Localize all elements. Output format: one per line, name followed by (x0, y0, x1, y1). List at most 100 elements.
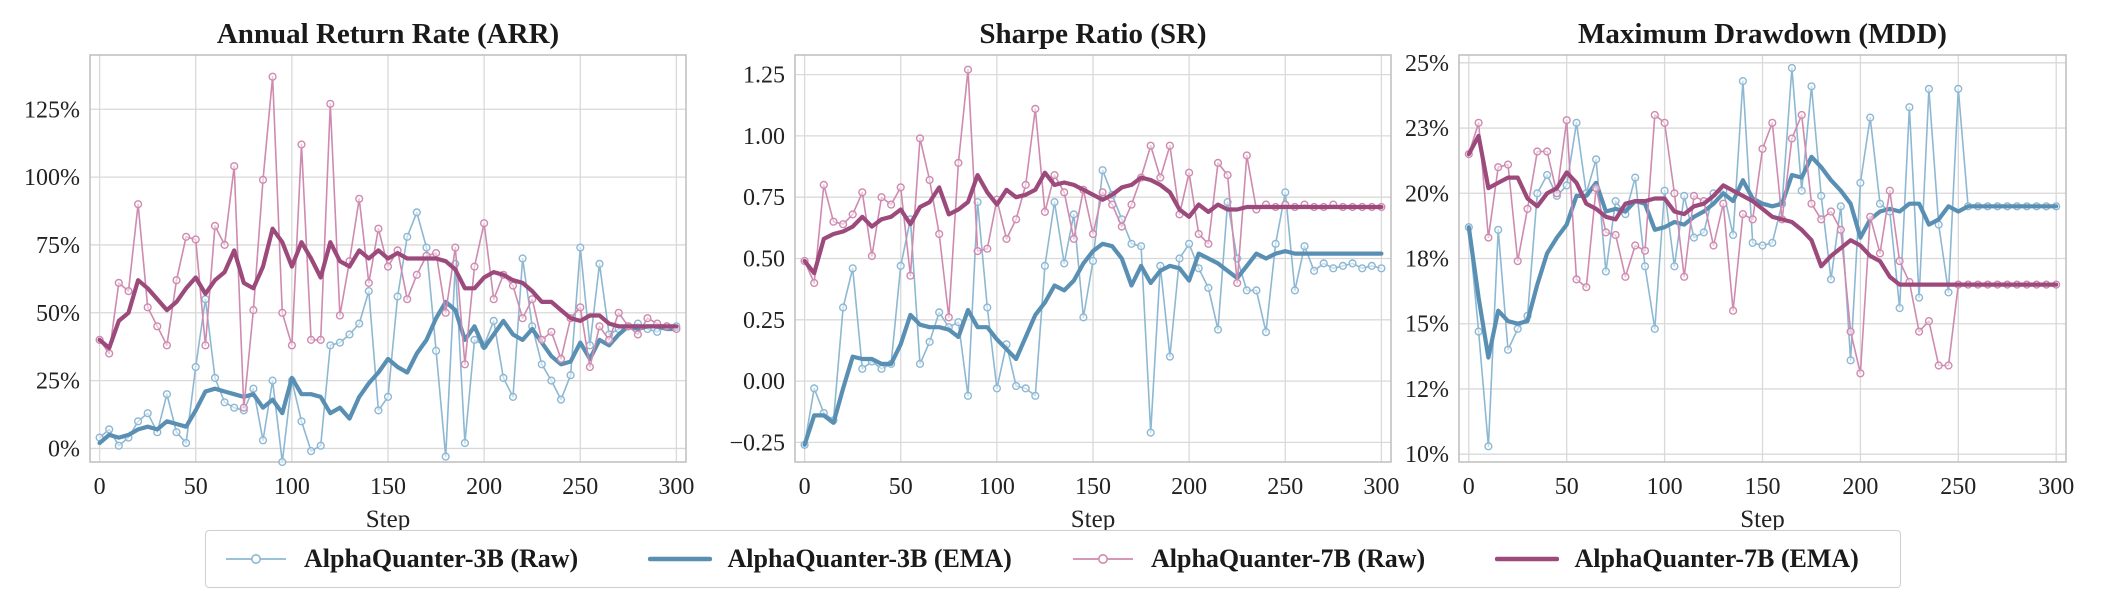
arr-point-raw7 (528, 295, 537, 304)
arr-point-raw3 (297, 417, 306, 426)
mdd-point-raw7 (1856, 369, 1865, 378)
mdd-point-raw7 (1670, 189, 1679, 198)
mdd-point-raw7 (1562, 116, 1571, 125)
arr-point-raw3 (355, 319, 364, 328)
sr-ytick-label: 0.75 (743, 185, 785, 211)
arr-point-raw3 (316, 441, 325, 450)
arr-point-raw3 (114, 441, 123, 450)
sr-xtick-label: 0 (799, 474, 811, 500)
mdd-point-raw7 (1611, 230, 1620, 240)
mdd-point-raw3 (1611, 197, 1620, 206)
sr-panel: 0 50 100 150 200 250 300 −0.25 0.00 0.25 0.50 0.75 1… (729, 18, 1399, 533)
mdd-point-raw3 (1601, 267, 1611, 276)
arr-point-raw7 (595, 322, 604, 331)
sr-point-raw3 (838, 303, 848, 312)
sr-point-raw7 (858, 188, 867, 197)
arr-point-raw3 (403, 232, 412, 241)
mdd-point-raw3 (1484, 442, 1493, 451)
mdd-point-raw3 (1689, 233, 1699, 242)
legend-swatch-3b-ema (647, 556, 712, 562)
mdd-xtick-label: 0 (1463, 474, 1475, 500)
arr-point-raw7 (460, 360, 470, 369)
arr-title: Annual Return Rate (ARR) (217, 18, 559, 50)
mdd-point-raw3 (1670, 262, 1679, 271)
mdd-point-raw7 (1875, 249, 1885, 258)
sr-point-raw3 (1271, 239, 1280, 248)
sr-point-raw7 (925, 175, 934, 185)
sr-ytick-label: 1.00 (743, 124, 785, 150)
arr-point-raw3 (134, 417, 143, 426)
arr-series-ema3 (97, 299, 679, 446)
sr-point-raw7 (1204, 239, 1213, 248)
sr-point-raw3 (1079, 313, 1088, 322)
arr-point-raw7 (316, 335, 325, 345)
arr-point-raw7 (412, 270, 421, 279)
arr-xtick-label: 100 (274, 474, 310, 500)
arr-series-ema7 (97, 226, 679, 351)
arr-point-raw7 (287, 341, 297, 350)
mdd-point-raw3 (1680, 191, 1689, 201)
arr-point-raw7 (307, 335, 316, 345)
mdd-point-raw7 (1591, 184, 1601, 193)
mdd-point-raw3 (1591, 155, 1601, 164)
arr-ytick-label: 75% (36, 233, 80, 259)
arr-point-raw7 (249, 306, 258, 315)
mdd-point-raw3 (1660, 186, 1669, 195)
mdd-xtick-label: 250 (1940, 474, 1976, 500)
sr-point-raw7 (1069, 234, 1078, 244)
mdd-ytick-label: 18% (1405, 247, 1449, 273)
arr-point-raw3 (489, 316, 498, 326)
arr-point-raw7 (134, 200, 143, 209)
sr-point-raw3 (935, 308, 944, 317)
arr-point-raw3 (172, 428, 181, 437)
arr-point-raw3 (653, 327, 662, 336)
arr-point-raw7 (210, 221, 220, 231)
arr-point-raw3 (470, 335, 479, 345)
arr-point-raw7 (172, 276, 181, 285)
mdd-point-raw3 (1474, 327, 1483, 336)
sr-point-raw3 (1031, 391, 1040, 400)
mdd-point-raw3 (1572, 118, 1581, 127)
arr-point-raw3 (460, 438, 470, 448)
mdd-series-ema3 (1466, 154, 2059, 360)
sr-frame (794, 54, 1392, 463)
sr-ytick-label: −0.25 (729, 430, 785, 456)
sr-point-raw7 (1242, 151, 1251, 160)
arr-point-raw3 (441, 452, 450, 461)
arr-point-raw3 (374, 406, 383, 415)
mdd-point-raw7 (1631, 241, 1640, 250)
legend-swatch-3b-raw (226, 554, 286, 564)
arr-point-raw7 (105, 349, 114, 358)
sr-point-raw3 (1348, 259, 1357, 268)
mdd-point-raw7 (1709, 241, 1718, 250)
arr-point-raw7 (480, 219, 489, 228)
arr-xtick-label: 200 (466, 474, 502, 500)
arr-point-raw7 (153, 322, 162, 331)
arr-point-raw3 (307, 447, 316, 456)
arr-point-raw3 (278, 457, 287, 467)
mdd-point-raw7 (1768, 118, 1777, 127)
mdd-point-raw3 (1513, 324, 1522, 334)
mdd-xtick-label: 300 (2038, 474, 2074, 500)
mdd-point-raw7 (1533, 147, 1542, 156)
mdd-point-raw7 (1885, 186, 1894, 195)
sr-point-raw3 (1069, 210, 1078, 219)
mdd-point-raw7 (1914, 327, 1924, 336)
sr-point-raw7 (1184, 168, 1194, 177)
arr-point-raw3 (326, 341, 335, 350)
mdd-point-raw3 (1542, 170, 1552, 180)
mdd-ytick-label: 20% (1405, 181, 1449, 207)
sr-ytick-label: 0.00 (743, 369, 785, 395)
mdd-point-raw7 (1787, 134, 1797, 143)
arr-point-raw3 (383, 392, 393, 402)
mdd-point-raw7 (1601, 228, 1611, 237)
mdd-point-raw7 (1680, 272, 1689, 281)
arr-point-raw7 (556, 354, 566, 364)
sr-series-ema7 (802, 170, 1384, 276)
sr-point-raw7 (1127, 200, 1136, 209)
arr-point-raw3 (537, 360, 546, 369)
legend-marker (1097, 554, 1108, 564)
arr-point-raw3 (335, 338, 345, 347)
sr-point-raw7 (848, 210, 857, 219)
sr-point-raw3 (1088, 256, 1098, 266)
